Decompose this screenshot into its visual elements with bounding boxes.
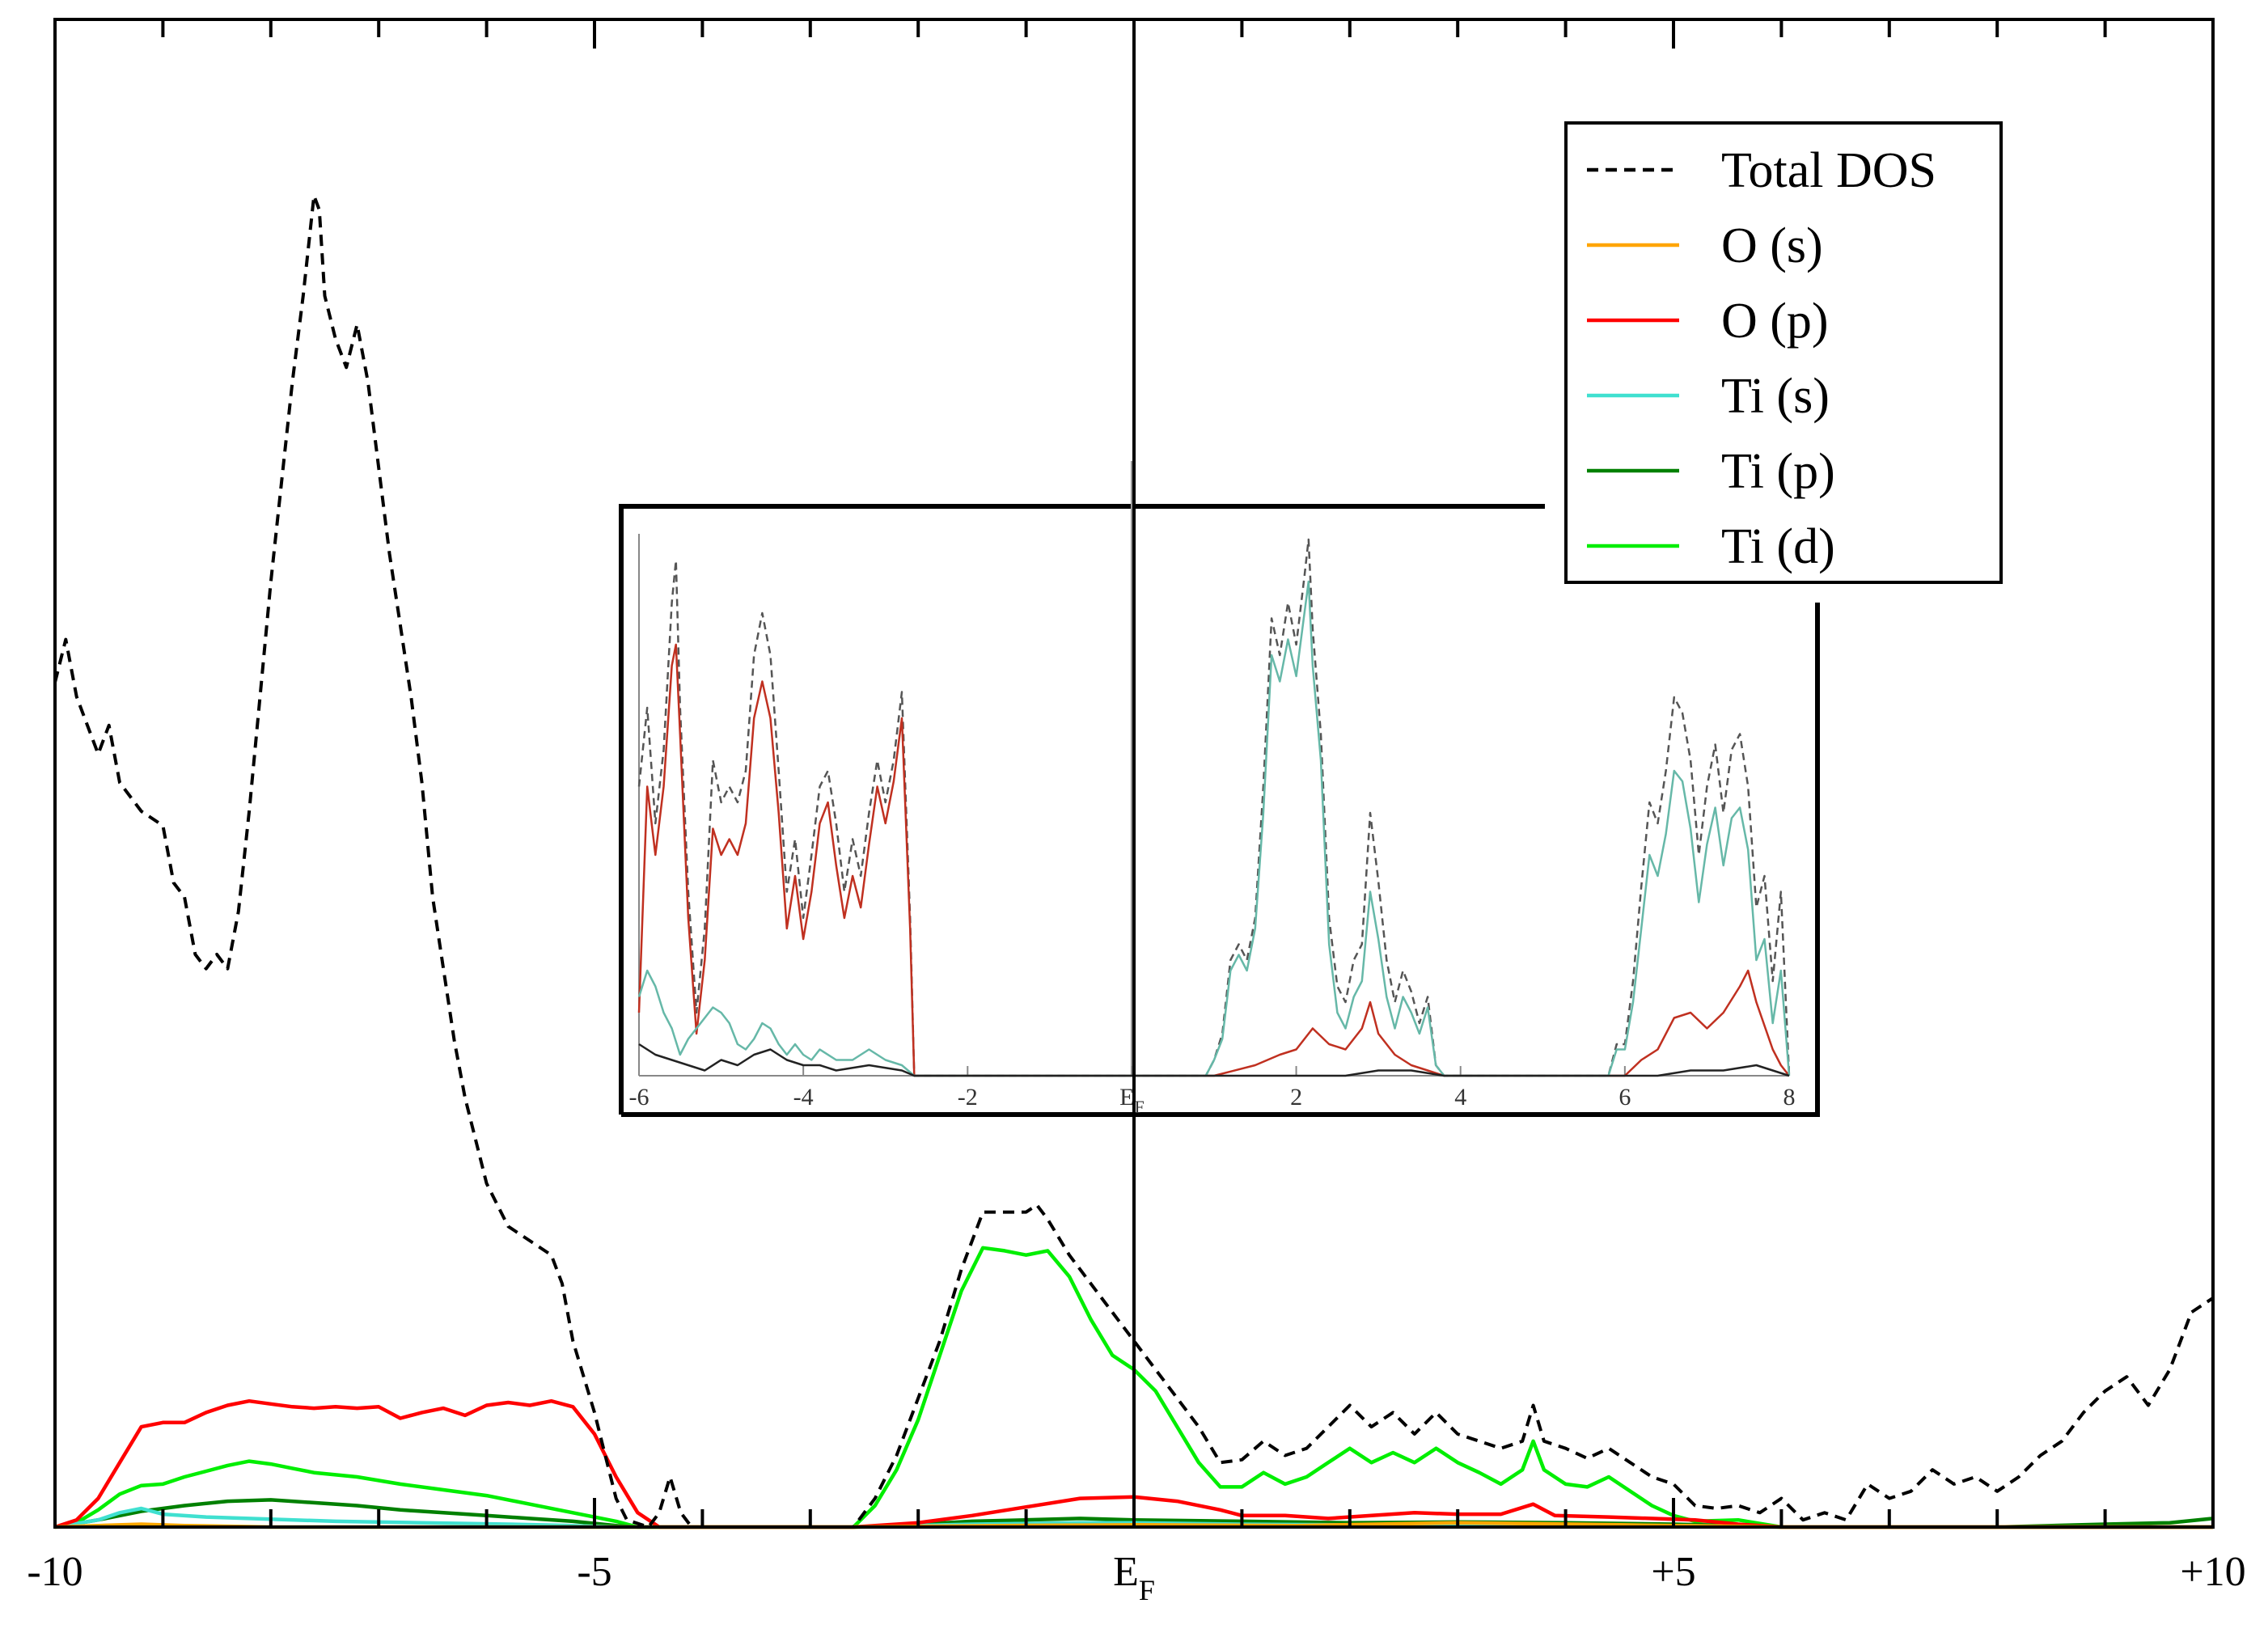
- x-tick-label: +10: [2180, 1549, 2245, 1595]
- inset-tick-label: 2: [1290, 1084, 1302, 1111]
- series-line-o-p: [54, 1398, 2213, 1529]
- inset-frame-left-top: [619, 504, 1545, 1115]
- inset-panel: -6 -4 -2 EF 2 4 6 8: [619, 461, 1820, 1117]
- inset-series-ti-d: [637, 580, 1791, 1077]
- series-line-ti-d: [54, 1246, 2213, 1529]
- inset-tick-subscript: F: [1134, 1097, 1144, 1117]
- series-line-total-dos: [53, 193, 2215, 1529]
- legend-label: Ti (d): [1721, 519, 1835, 574]
- main-axes: -10 -5 EF +5 +10: [27, 18, 2246, 1606]
- x-tick-label: EF: [1113, 1549, 1155, 1606]
- inset-frame-bottom-right: [621, 603, 1820, 1117]
- inset-tick-label: 6: [1618, 1084, 1631, 1111]
- legend-label: O (p): [1721, 294, 1829, 349]
- inset-tick-label: 8: [1784, 1084, 1796, 1111]
- legend-label: Total DOS: [1721, 143, 1936, 198]
- inset-tick-label: 4: [1454, 1084, 1466, 1111]
- inset-tick-label: -2: [958, 1084, 978, 1111]
- legend: Total DOS O (s) O (p) Ti (s) Ti (p) Ti (d): [1564, 121, 2003, 584]
- inset-tick-label: -4: [793, 1084, 814, 1111]
- x-tick-subscript: F: [1139, 1574, 1155, 1606]
- inset-series-o-p: [637, 643, 1790, 1077]
- x-tick-label: -10: [27, 1549, 83, 1595]
- x-tick-label: +5: [1651, 1549, 1695, 1595]
- inset-tick-label: -6: [629, 1084, 650, 1111]
- x-tick-label: -5: [577, 1549, 611, 1595]
- legend-box: [1564, 121, 2003, 584]
- legend-label: O (s): [1721, 218, 1823, 273]
- legend-label: Ti (s): [1721, 369, 1830, 424]
- inset-series-total-dos: [637, 538, 1791, 1077]
- inset-tick-label: EF: [1119, 1084, 1145, 1117]
- legend-label: Ti (p): [1721, 444, 1835, 499]
- inset-series-ti-p: [638, 1043, 1790, 1077]
